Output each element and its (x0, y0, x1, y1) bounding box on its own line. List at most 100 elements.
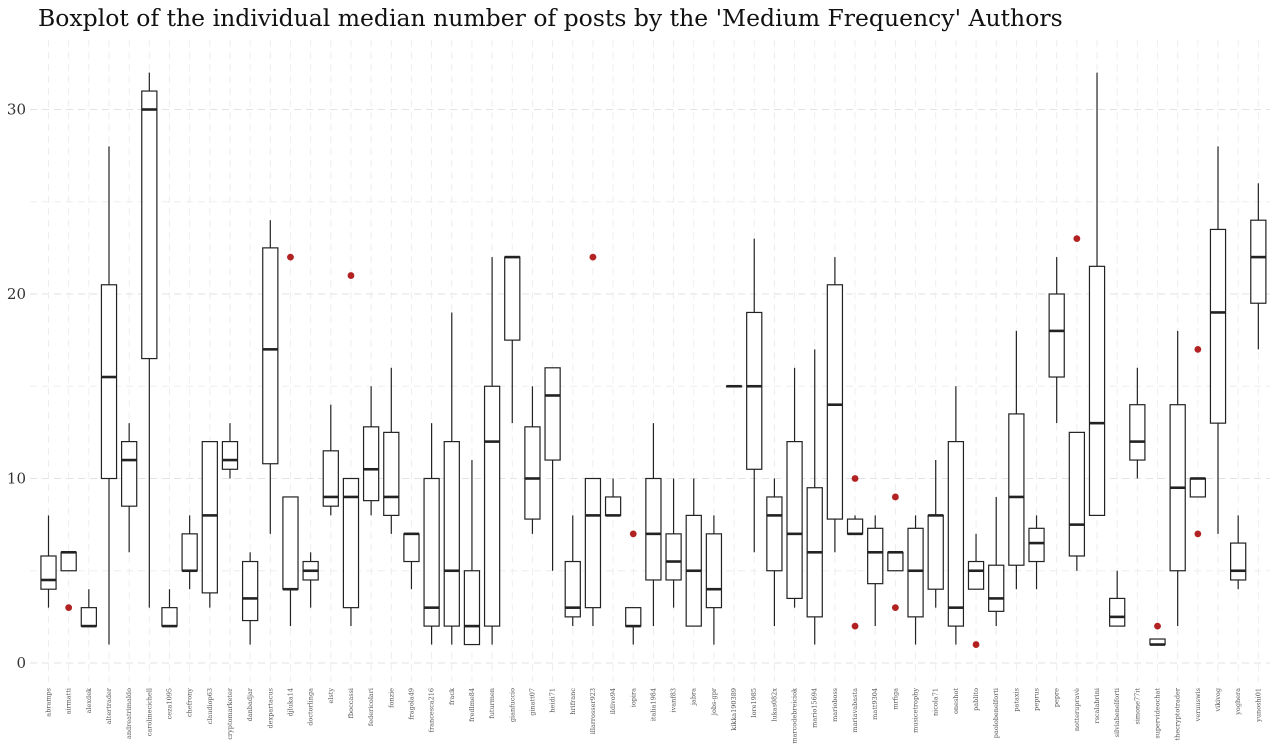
y-tick-label: 30 (7, 101, 26, 119)
iqr-box (584, 477, 602, 609)
iqr-box (1068, 431, 1086, 557)
outlier-point (1194, 530, 1202, 538)
iqr-box (201, 441, 218, 594)
x-tick-label: djluka14 (286, 688, 294, 717)
box-andreatrimaldo (120, 423, 138, 553)
outlier-point (629, 530, 637, 538)
box-elsty (322, 404, 339, 516)
box-ivanf83 (665, 478, 682, 608)
iqr-box (241, 560, 259, 622)
box-ceza1095 (161, 589, 178, 628)
box-mrfiga (887, 493, 904, 612)
x-tick-label: illarrosser923 (589, 688, 597, 734)
box-abramps (40, 515, 57, 608)
box-chefrony (181, 515, 198, 590)
box-heidi71 (544, 367, 561, 571)
box-futurmen (483, 257, 501, 645)
box-hrifranc (564, 515, 581, 627)
box-lukas082x (766, 478, 783, 627)
x-tick-label: ginatt07 (528, 688, 536, 716)
iqr-box (1088, 265, 1106, 517)
x-tick-label: doctorlinga (307, 688, 315, 726)
x-tick-label: vikivog (1214, 688, 1222, 713)
iqr-box (80, 607, 97, 627)
box-illarrosser923 (584, 253, 602, 627)
x-tick-label: notterupravè (1073, 688, 1081, 731)
x-tick-label: fboccassi (347, 688, 355, 718)
box-dexpartacus (262, 220, 279, 534)
x-tick-label: pepre (1053, 688, 1061, 707)
box-francesca216 (423, 423, 440, 645)
box-supervideochat (1149, 622, 1166, 646)
x-tick-label: mariavabasta (851, 688, 859, 733)
outlier-point (1194, 345, 1202, 353)
outlier-point (287, 253, 294, 261)
iqr-box (746, 311, 763, 470)
iqr-box (463, 570, 481, 646)
iqr-box (625, 607, 642, 627)
x-axis-ticks: abramps airmatti alexdek altertrader andreat… (45, 687, 1263, 743)
box-yoghera (1230, 515, 1247, 590)
x-tick-label: fragola49 (407, 688, 415, 720)
x-tick-label: futurmen (488, 688, 496, 719)
outlier-point (972, 641, 980, 648)
iqr-box (221, 441, 239, 470)
outlier-point (65, 604, 73, 612)
box-yunoshi01 (1250, 183, 1267, 350)
iqr-box (161, 607, 178, 627)
box-nicola71 (927, 460, 944, 608)
x-tick-label: rscalabrini (1093, 688, 1101, 724)
box-rscalabrini (1088, 72, 1106, 517)
box-doctorlinga (302, 552, 319, 608)
x-tick-label: nicola71 (932, 688, 940, 716)
iqr-box (60, 551, 77, 572)
x-tick-label: danbadjar (246, 687, 254, 721)
iqr-box (1028, 527, 1045, 563)
iqr-box (867, 527, 884, 585)
x-tick-label: hrifranc (569, 688, 577, 715)
box-matt9304 (867, 515, 884, 627)
iqr-box (1250, 219, 1267, 304)
x-tick-label: yunoshi01 (1254, 688, 1262, 723)
iqr-box (524, 426, 541, 520)
box-marioboss (826, 257, 844, 553)
outlier-point (1073, 235, 1081, 243)
iqr-box (120, 441, 138, 507)
x-tick-label: pataxis (1012, 688, 1020, 712)
x-tick-label: veruuswis (1194, 688, 1202, 722)
iqr-box (443, 441, 460, 627)
box-ginatt07 (524, 386, 541, 534)
iqr-box (705, 533, 723, 609)
box-fredlme84 (463, 460, 481, 646)
outlier-point (891, 604, 899, 612)
box-kikka190389 (725, 384, 743, 388)
iqr-box (544, 367, 561, 461)
x-tick-label: simone77it (1133, 688, 1141, 725)
y-tick-label: 10 (7, 470, 26, 488)
iqr-box (141, 90, 158, 360)
x-tick-label: oneshot (952, 688, 960, 714)
iqr-box (1189, 477, 1207, 498)
chart-title: Boxplot of the individual median number … (38, 4, 1063, 32)
x-tick-label: jobs-gpr (710, 687, 718, 716)
box-pataxis (1008, 330, 1025, 590)
x-tick-label: ceza1095 (165, 688, 173, 719)
x-tick-label: airmatti (65, 688, 73, 714)
x-tick-label: italia1984 (649, 688, 657, 721)
iqr-box (1129, 404, 1146, 461)
box-fonzie (383, 367, 400, 534)
iqr-box (665, 533, 682, 581)
iqr-box (564, 560, 581, 618)
box-peprus (1028, 515, 1045, 590)
x-tick-label: fredlme84 (468, 688, 476, 722)
x-tick-label: yoghera (1234, 688, 1242, 716)
box-mario15694 (806, 349, 823, 645)
iqr-box (403, 533, 420, 563)
iqr-box (1008, 413, 1025, 566)
x-tick-label: jabra (690, 688, 698, 706)
iqr-box (846, 518, 864, 535)
x-tick-label: kikka190389 (730, 688, 738, 731)
box-pepre (1048, 257, 1065, 424)
iqr-box (645, 477, 662, 581)
iqr-box (342, 477, 360, 609)
